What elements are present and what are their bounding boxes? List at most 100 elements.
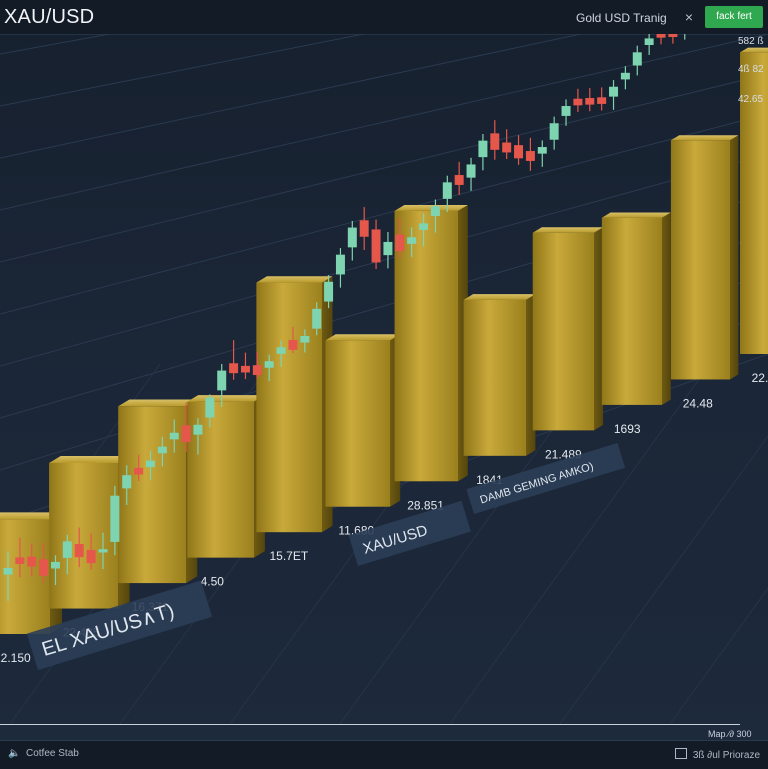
candle-bullish bbox=[169, 432, 179, 440]
candle-bullish bbox=[264, 361, 274, 368]
candle-bullish bbox=[312, 308, 322, 329]
grid-line bbox=[559, 435, 768, 724]
gold-bar bbox=[740, 52, 768, 355]
box-icon bbox=[674, 748, 687, 759]
grid-line bbox=[0, 34, 768, 211]
candle-bearish bbox=[597, 97, 607, 104]
candle-bullish bbox=[383, 241, 393, 256]
candle-bullish bbox=[549, 123, 559, 140]
category-label: 22.150 bbox=[0, 651, 31, 665]
candle-bearish bbox=[668, 34, 678, 38]
speaker-icon[interactable]: 🔈 bbox=[8, 748, 21, 759]
candle-bullish bbox=[3, 568, 13, 575]
candle-bullish bbox=[324, 281, 334, 302]
candle-bullish bbox=[157, 446, 167, 454]
candle-bullish bbox=[466, 164, 476, 178]
close-icon[interactable]: × bbox=[684, 9, 694, 25]
gold-bar bbox=[325, 340, 390, 507]
category-label: 4.50 bbox=[201, 575, 225, 589]
candle-bearish bbox=[573, 98, 583, 106]
candle-bearish bbox=[252, 365, 262, 376]
candle-bullish bbox=[335, 254, 345, 275]
window-title: Gold USD Tranig bbox=[576, 11, 667, 25]
candlestick-series bbox=[3, 34, 686, 601]
grid-line bbox=[0, 153, 768, 367]
status-left: 🔈 Cotfee Stab bbox=[8, 748, 79, 759]
gold-bar bbox=[670, 140, 730, 380]
gold-bar bbox=[601, 217, 662, 405]
candle-bullish bbox=[347, 227, 357, 248]
status-right: 3ß ∂ul Prioraze bbox=[674, 748, 760, 761]
candle-bearish bbox=[395, 234, 405, 252]
price-axis-label: 42.65 bbox=[738, 94, 763, 105]
gold-bar bbox=[49, 462, 118, 609]
candle-bullish bbox=[276, 347, 286, 354]
gold-bar-top bbox=[187, 395, 265, 402]
candle-bearish bbox=[229, 363, 239, 374]
candle-bearish bbox=[134, 467, 144, 475]
action-button[interactable]: fack fert bbox=[705, 6, 763, 28]
candle-bearish bbox=[656, 34, 666, 38]
app-title: XAU/USD bbox=[4, 6, 95, 28]
candle-bearish bbox=[359, 220, 369, 237]
scroll-track[interactable] bbox=[0, 724, 740, 725]
candle-bullish bbox=[110, 495, 120, 542]
candle-bullish bbox=[537, 147, 547, 154]
candle-bearish bbox=[490, 133, 500, 150]
grid-line bbox=[0, 73, 768, 263]
category-label: 24.48 bbox=[683, 396, 713, 410]
candle-bullish bbox=[478, 140, 488, 158]
gold-bar bbox=[394, 210, 458, 482]
grid-line bbox=[669, 587, 768, 724]
price-axis-label: 4ß 82 bbox=[738, 64, 764, 75]
top-bar: XAU/USD Gold USD Tranig × fack fert bbox=[0, 0, 768, 35]
candle-bullish bbox=[205, 397, 215, 418]
candle-bearish bbox=[74, 543, 84, 558]
tag-box bbox=[466, 442, 626, 514]
gold-bar-top bbox=[118, 399, 198, 407]
price-chart: 22.15022.48516.3714.5015.7ET11.68028.851… bbox=[0, 34, 768, 724]
gold-bar-side bbox=[662, 212, 671, 405]
candle-bullish bbox=[561, 106, 571, 116]
gold-bar-top bbox=[532, 227, 604, 233]
grid-line bbox=[0, 113, 768, 315]
candle-bullish bbox=[419, 223, 429, 230]
gold-bar-side bbox=[594, 227, 604, 431]
price-axis-label: 582 ß bbox=[738, 36, 764, 47]
grid-line bbox=[449, 363, 711, 724]
category-label: 28.851 bbox=[407, 498, 444, 512]
candle-bullish bbox=[407, 237, 417, 244]
candle-bullish bbox=[644, 38, 654, 46]
candle-bearish bbox=[39, 559, 49, 576]
status-left-text: Cotfee Stab bbox=[26, 748, 79, 759]
candle-bullish bbox=[62, 541, 72, 558]
candle-bearish bbox=[181, 425, 191, 442]
grid-line bbox=[0, 34, 367, 107]
candle-bearish bbox=[585, 98, 595, 105]
gold-bar-side bbox=[730, 135, 739, 380]
candle-bullish bbox=[193, 424, 203, 435]
candle-bullish bbox=[609, 86, 619, 97]
price-axis-labels: 582 ß 4ß 82 42.65 bbox=[738, 36, 764, 105]
status-bar: 🔈 Cotfee Stab 3ß ∂ul Prioraze bbox=[0, 740, 768, 769]
candle-bullish bbox=[50, 561, 60, 569]
candle-bullish bbox=[442, 182, 452, 199]
category-label: 15.7ET bbox=[269, 549, 308, 563]
gold-bar bbox=[532, 232, 594, 431]
grid-line bbox=[0, 34, 584, 159]
gold-bar-top bbox=[325, 334, 401, 341]
gold-bar bbox=[463, 299, 526, 456]
candle-bearish bbox=[514, 145, 524, 159]
gold-bar-top bbox=[0, 512, 62, 520]
gold-bar-top bbox=[49, 455, 130, 463]
candle-bullish bbox=[620, 72, 630, 80]
candle-bearish bbox=[288, 339, 298, 350]
status-right-text: 3ß ∂ul Prioraze bbox=[692, 750, 760, 761]
gold-bar-top bbox=[601, 212, 671, 218]
scroll-readout: Map ∕∂ 300 bbox=[708, 729, 752, 739]
candle-bearish bbox=[371, 229, 381, 263]
candle-bearish bbox=[15, 557, 25, 564]
candle-bearish bbox=[454, 175, 464, 185]
tag-box bbox=[348, 500, 471, 566]
candle-bullish bbox=[430, 206, 440, 217]
